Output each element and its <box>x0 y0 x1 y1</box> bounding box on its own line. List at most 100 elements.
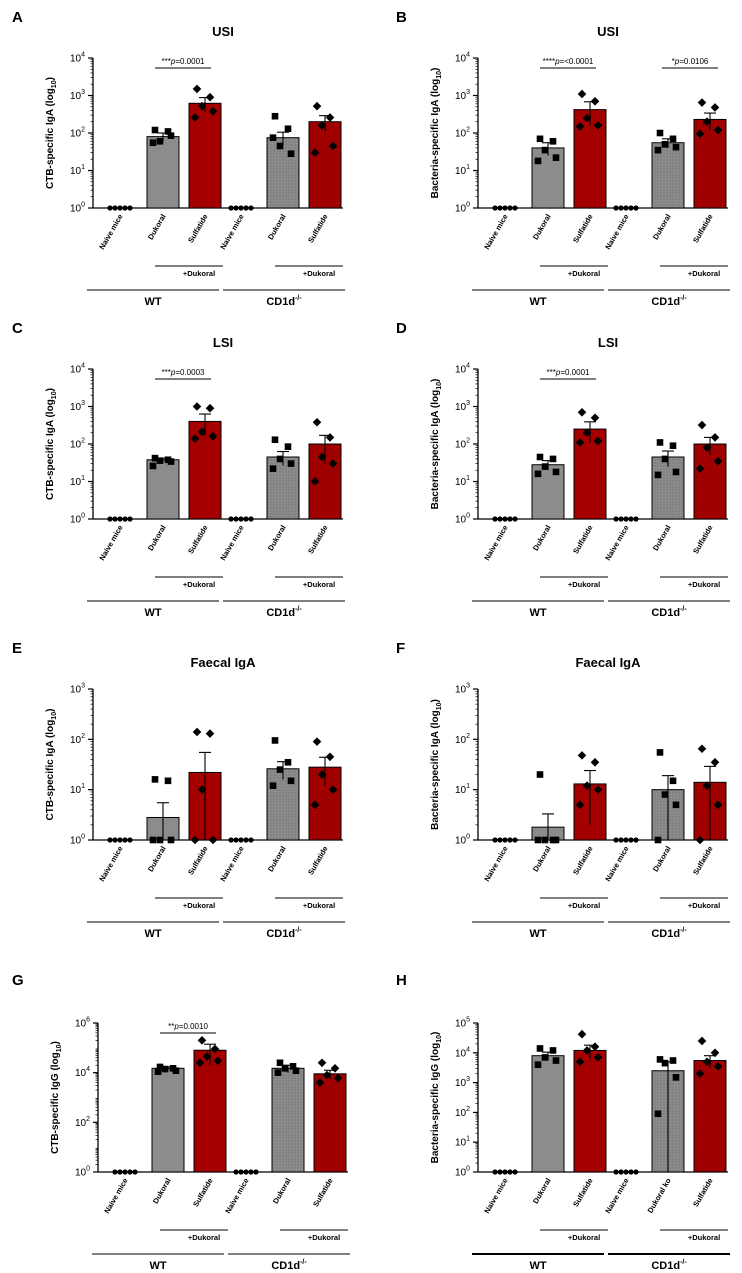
data-point <box>156 457 164 464</box>
data-point <box>656 1056 664 1063</box>
y-tick-exp: 3 <box>466 400 470 407</box>
y-tick-exp: 4 <box>81 52 85 59</box>
significance-value: =0.0010 <box>179 1022 209 1031</box>
y-tick-label: 106 <box>75 1017 90 1030</box>
panel-letter: H <box>396 972 407 989</box>
data-point <box>172 1067 180 1075</box>
y-tick-exp: 0 <box>81 513 85 520</box>
category-label: Sulfatide <box>571 845 595 877</box>
data-point <box>552 1057 560 1064</box>
y-tick-label: 100 <box>455 1166 470 1179</box>
category-label: Sulfatide <box>306 524 330 556</box>
bar <box>573 1049 607 1173</box>
data-point <box>289 1063 297 1070</box>
panel-title: LSI <box>213 335 233 350</box>
y-tick-base: 10 <box>455 1019 467 1030</box>
y-axis-label-close: ) <box>430 379 441 382</box>
y-axis-label-sub: 10 <box>51 391 58 399</box>
y-tick-base: 10 <box>75 1068 87 1079</box>
data-point <box>710 1048 720 1058</box>
data-point <box>117 516 123 522</box>
group-name: CD1d <box>266 928 295 940</box>
group-name: WT <box>149 1260 166 1272</box>
y-tick-exp: 0 <box>81 834 85 841</box>
y-tick-label: 100 <box>70 834 85 847</box>
data-point <box>238 205 244 211</box>
bar <box>146 136 180 209</box>
data-point <box>536 453 544 461</box>
y-tick-base: 10 <box>455 785 467 796</box>
y-axis-label-close: ) <box>45 77 56 80</box>
combo-label: +Dukoral <box>688 269 720 278</box>
group-sup: -/- <box>680 1259 687 1266</box>
data-point <box>541 146 549 154</box>
data-point <box>623 837 629 843</box>
data-point <box>205 729 215 738</box>
data-point <box>656 749 664 756</box>
data-point <box>656 439 664 446</box>
data-point <box>322 1070 332 1080</box>
data-point <box>672 801 680 809</box>
data-point <box>269 465 277 472</box>
bar <box>531 1055 565 1173</box>
y-tick-label: 101 <box>70 783 85 796</box>
data-point <box>549 455 557 463</box>
data-point <box>633 516 639 522</box>
data-point <box>695 129 705 139</box>
y-tick-base: 10 <box>75 1019 87 1030</box>
significance-p: p <box>173 1022 179 1031</box>
data-point <box>333 1073 343 1083</box>
data-point <box>593 436 603 446</box>
data-point <box>628 837 634 843</box>
data-point <box>112 516 118 522</box>
data-point <box>156 138 164 145</box>
data-point <box>271 436 279 444</box>
category-label: Dukoral <box>651 524 673 553</box>
y-tick-base: 10 <box>70 685 82 696</box>
y-axis-label-main: Bacteria-specific IgA (log <box>430 79 441 199</box>
data-point <box>497 837 503 843</box>
data-point <box>575 1057 585 1067</box>
data-point <box>190 434 200 443</box>
category-label: Dukoral ko <box>646 1176 673 1214</box>
combo-label: +Dukoral <box>183 269 215 278</box>
y-axis-label-close: ) <box>45 388 56 391</box>
data-point <box>654 146 662 154</box>
data-point <box>661 1059 669 1067</box>
data-point <box>697 98 707 107</box>
data-point <box>593 121 603 130</box>
y-axis-label-main: Bacteria-specific IgA (log <box>430 710 441 830</box>
category-label: Naive mice <box>603 213 630 251</box>
y-tick-base: 10 <box>455 91 467 102</box>
y-axis-label-main: Bacteria-specific IgA (log <box>430 390 441 510</box>
y-tick-label: 104 <box>455 1046 470 1059</box>
category-label: Naive mice <box>603 1177 630 1215</box>
y-tick-label: 101 <box>70 164 85 177</box>
category-label: Dukoral <box>266 845 288 874</box>
category-label: Naive mice <box>603 524 630 562</box>
data-point <box>497 1169 503 1175</box>
group-name: WT <box>529 1260 546 1272</box>
y-tick-label: 104 <box>70 52 85 65</box>
y-tick-exp: 4 <box>81 363 85 370</box>
significance-value: =0.0003 <box>175 368 205 377</box>
y-tick-base: 10 <box>70 129 82 140</box>
y-tick-label: 100 <box>70 202 85 215</box>
bar <box>308 121 342 209</box>
data-point <box>713 800 723 810</box>
group-sup: -/- <box>300 1259 307 1266</box>
category-label: Naive mice <box>218 524 245 562</box>
data-point <box>507 1169 513 1175</box>
y-tick-exp: 0 <box>466 834 470 841</box>
y-tick-label: 100 <box>70 513 85 526</box>
data-point <box>618 516 624 522</box>
significance-value: =0.0106 <box>679 57 709 66</box>
data-point <box>202 1052 212 1061</box>
y-tick-label: 104 <box>455 363 470 376</box>
data-point <box>284 443 292 450</box>
data-point <box>325 433 335 442</box>
data-point <box>167 132 175 139</box>
